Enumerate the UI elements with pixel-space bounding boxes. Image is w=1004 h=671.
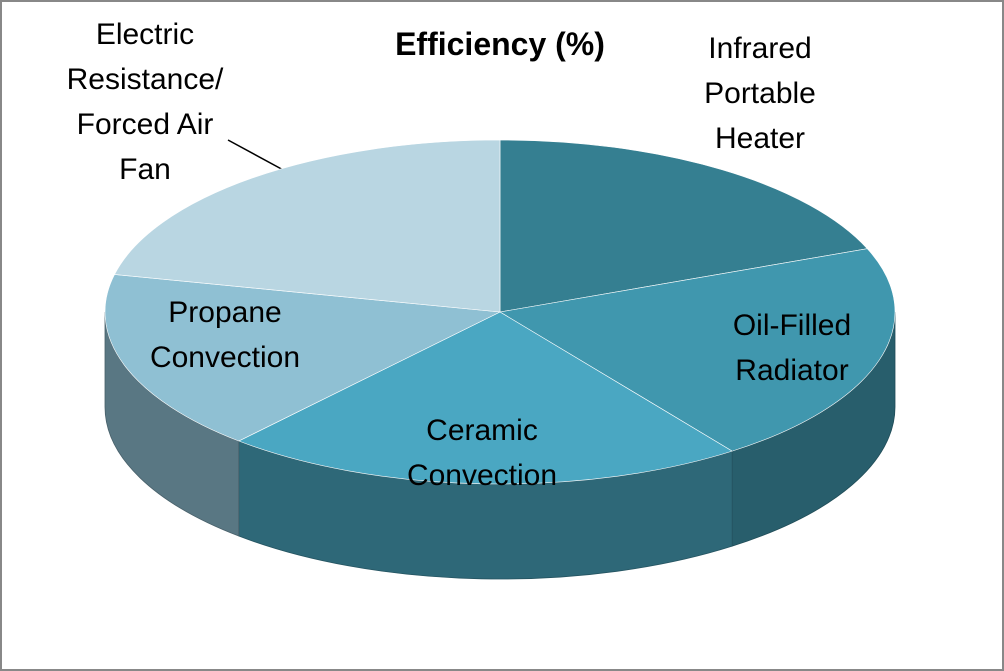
slice-top <box>238 311 733 485</box>
slice-top <box>499 139 868 313</box>
slice <box>238 311 733 580</box>
leader-line <box>227 139 288 173</box>
slice-label: Oil-Filled Radiator <box>732 309 852 387</box>
slice <box>499 139 868 313</box>
slice-label: Propane Convection <box>149 296 301 374</box>
slice-label: Electric Resistance/ Forced Air Fan <box>66 18 224 186</box>
slice-label: Infrared Portable Heater <box>704 32 816 155</box>
slice-label: Ceramic Convection <box>406 414 558 492</box>
slice-top <box>104 274 502 442</box>
slice-top <box>114 139 501 313</box>
slice-top <box>499 248 896 452</box>
slice <box>114 139 501 313</box>
slice <box>104 274 502 537</box>
chart-title: Efficiency (%) <box>395 26 605 62</box>
